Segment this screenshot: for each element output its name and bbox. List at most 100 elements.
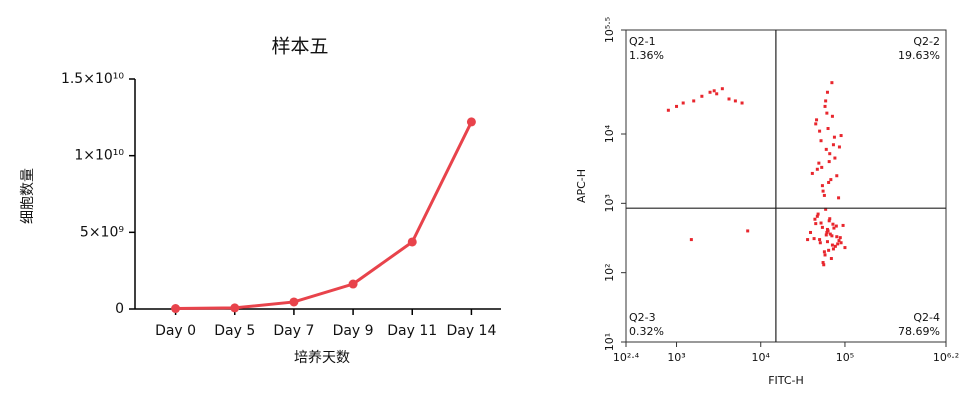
- y-tick-label: 10⁵·⁵: [603, 17, 616, 43]
- x-tick-label: Day 0: [155, 323, 196, 339]
- event-dot: [830, 234, 834, 238]
- y-tick-label: 0: [115, 301, 124, 317]
- x-tick-label: 10⁴: [752, 351, 771, 364]
- event-dot: [692, 99, 696, 103]
- event-dot: [830, 114, 834, 118]
- event-dot: [828, 217, 832, 221]
- event-dot: [712, 89, 716, 93]
- event-dot: [715, 92, 719, 96]
- event-dot: [827, 248, 831, 252]
- event-dot: [820, 165, 824, 169]
- event-dot: [813, 217, 817, 221]
- event-dot: [814, 122, 818, 126]
- event-dot: [823, 104, 827, 108]
- event-dot: [827, 180, 831, 184]
- event-dot: [836, 242, 840, 246]
- event-dot: [835, 174, 839, 178]
- event-dot: [681, 101, 685, 105]
- event-dot: [820, 225, 824, 229]
- y-axis-label: APC-H: [575, 169, 588, 203]
- event-dot: [833, 156, 837, 160]
- event-dot: [825, 111, 829, 115]
- event-dot: [826, 127, 830, 131]
- event-dot: [843, 246, 847, 250]
- event-dot: [831, 143, 835, 147]
- event-dot: [837, 239, 841, 243]
- event-dot: [708, 90, 712, 94]
- event-dot: [827, 160, 831, 164]
- x-tick-label: Day 11: [387, 323, 437, 339]
- point: [348, 279, 358, 289]
- point: [407, 237, 417, 247]
- line: [175, 121, 473, 311]
- event-dot: [839, 134, 843, 138]
- event-dot: [824, 99, 828, 103]
- event-dot: [828, 152, 832, 156]
- point: [171, 304, 181, 314]
- event-dot: [821, 261, 825, 265]
- event-dot: [812, 237, 816, 241]
- event-dot: [806, 238, 810, 242]
- y-tick-label: 10²: [603, 263, 616, 281]
- quadrant-percent: 19.63%: [898, 49, 940, 62]
- x-tick-label: Day 14: [446, 323, 496, 339]
- x-tick-label: Day 5: [214, 323, 255, 339]
- event-dot: [815, 214, 819, 218]
- event-dot: [818, 241, 822, 245]
- event-dot: [815, 118, 819, 122]
- event-dot: [822, 250, 826, 254]
- event-dot: [831, 222, 835, 226]
- x-axis-label: 培养天数: [294, 350, 350, 366]
- x-tick-label: 10⁶·²: [933, 351, 959, 364]
- event-dot: [837, 145, 841, 149]
- y-tick-label: 1.5×10¹⁰: [61, 71, 124, 87]
- event-dot: [824, 207, 828, 211]
- event-dot: [829, 257, 833, 261]
- event-dot: [837, 196, 841, 200]
- point: [466, 117, 476, 127]
- event-dot: [820, 184, 824, 188]
- event-dot: [814, 222, 818, 226]
- quadrant-name: Q2-1: [629, 35, 656, 48]
- event-dot: [822, 193, 826, 197]
- event-dot: [823, 253, 827, 257]
- y-tick-label: 10¹: [603, 333, 616, 351]
- quadrant-name: Q2-2: [913, 35, 940, 48]
- event-dot: [835, 235, 839, 239]
- quadrant-percent: 78.69%: [898, 325, 940, 338]
- event-dot: [740, 101, 744, 105]
- event-dot: [666, 108, 670, 112]
- plot-frame: [625, 29, 947, 343]
- event-dot: [809, 230, 813, 234]
- event-dot: [825, 90, 829, 94]
- y-tick-label: 10³: [603, 194, 616, 212]
- y-axis-label: 细胞数量: [20, 168, 36, 224]
- event-dot: [700, 94, 704, 98]
- event-dot: [830, 243, 834, 247]
- quadrant-percent: 1.36%: [629, 49, 664, 62]
- event-dot: [821, 189, 825, 193]
- quadrant-percent: 0.32%: [629, 325, 664, 338]
- quadrant-name: Q2-4: [913, 311, 940, 324]
- event-dot: [733, 99, 737, 103]
- event-dot: [831, 247, 835, 251]
- event-dot: [689, 238, 693, 242]
- event-dot: [818, 129, 822, 133]
- chart-title: 样本五: [271, 36, 328, 58]
- event-dot: [830, 81, 834, 85]
- event-dot: [826, 229, 830, 233]
- x-tick-label: 10³: [667, 351, 685, 364]
- event-dot: [675, 104, 679, 108]
- event-dot: [824, 147, 828, 151]
- event-dot: [828, 232, 832, 236]
- quadrant-name: Q2-3: [629, 311, 656, 324]
- event-dot: [825, 230, 829, 234]
- event-dot: [817, 161, 821, 165]
- event-dot: [816, 212, 820, 216]
- y-tick-label: 1×10¹⁰: [74, 148, 124, 164]
- x-tick-label: 10⁵: [836, 351, 854, 364]
- event-dot: [727, 97, 731, 101]
- y-tick-label: 10⁴: [603, 124, 616, 143]
- event-dot: [746, 229, 750, 233]
